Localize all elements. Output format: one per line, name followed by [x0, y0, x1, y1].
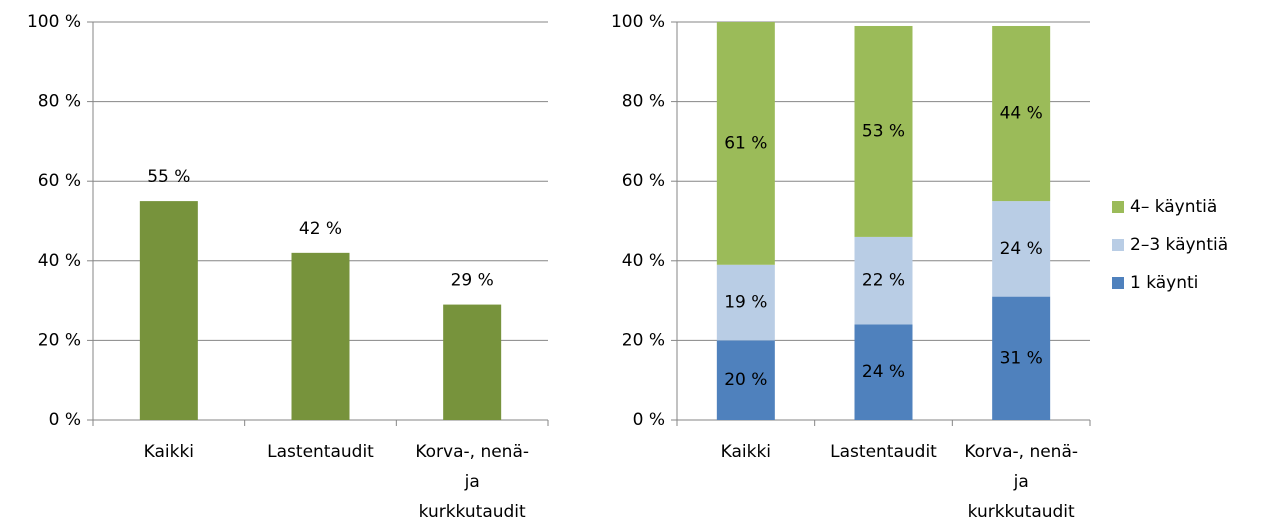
- y-tick-label: 20 %: [622, 330, 665, 350]
- y-tick-label: 0 %: [633, 410, 665, 430]
- legend-swatch: [1112, 277, 1124, 289]
- data-label: 42 %: [299, 219, 342, 239]
- data-label: 20 %: [724, 370, 767, 390]
- data-label: 19 %: [724, 293, 767, 313]
- bar-segment: [716, 340, 775, 420]
- x-tick-label: Kaikki: [721, 442, 771, 462]
- data-label: 29 %: [451, 271, 494, 291]
- data-label: 22 %: [862, 271, 905, 291]
- bar-segment: [854, 25, 913, 237]
- bar-segment: [992, 25, 1051, 202]
- bar-segment: [992, 296, 1051, 420]
- data-label: 31 %: [1000, 348, 1043, 368]
- y-tick-label: 100 %: [611, 12, 665, 32]
- y-tick-label: 60 %: [622, 171, 665, 191]
- bar-segment: [854, 324, 913, 420]
- bar-segment: [992, 201, 1051, 297]
- data-label: 44 %: [1000, 104, 1043, 124]
- y-tick-label: 40 %: [622, 251, 665, 271]
- data-label: 61 %: [724, 133, 767, 153]
- legend-label: 2–3 käyntiä: [1130, 235, 1228, 255]
- x-tick-label: Lastentaudit: [830, 442, 937, 462]
- data-label: 53 %: [862, 121, 905, 141]
- y-tick-label: 80 %: [622, 92, 665, 112]
- x-tick-label: Korva-, nenä-ja kurkkutaudit: [415, 442, 529, 522]
- data-label: 24 %: [862, 362, 905, 382]
- y-tick-label: 80 %: [38, 92, 81, 112]
- legend-swatch: [1112, 201, 1124, 213]
- y-tick-label: 60 %: [38, 171, 81, 191]
- bar-segment: [716, 22, 775, 265]
- legend-swatch: [1112, 239, 1124, 251]
- bar-segment: [716, 264, 775, 341]
- x-tick-label: Lastentaudit: [267, 442, 374, 462]
- data-label: 55 %: [147, 167, 190, 187]
- y-tick-label: 40 %: [38, 251, 81, 271]
- x-tick-label: Korva-, nenä-ja kurkkutaudit: [964, 442, 1078, 522]
- data-label: 24 %: [1000, 239, 1043, 259]
- legend-label: 4– käyntiä: [1130, 197, 1217, 217]
- bar: [443, 304, 502, 420]
- y-tick-label: 100 %: [27, 12, 81, 32]
- bar: [139, 201, 198, 420]
- y-tick-label: 0 %: [49, 410, 81, 430]
- bar: [291, 252, 350, 420]
- bar-segment: [854, 236, 913, 325]
- y-tick-label: 20 %: [38, 330, 81, 350]
- legend-label: 1 käynti: [1130, 273, 1198, 293]
- x-tick-label: Kaikki: [144, 442, 194, 462]
